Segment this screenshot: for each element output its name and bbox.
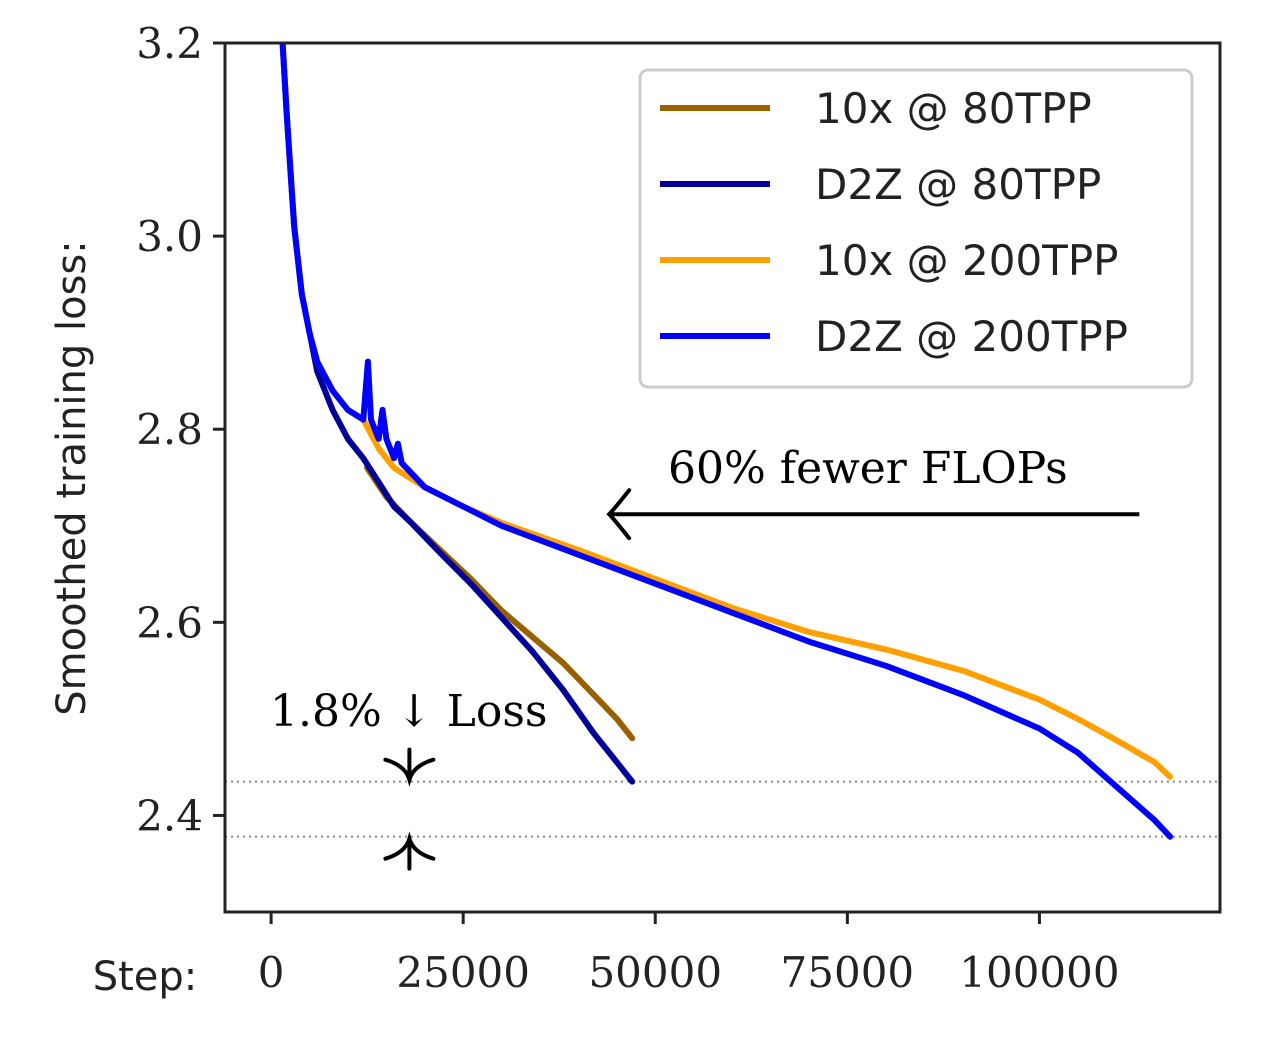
x-axis-label: Step: [93, 954, 198, 1000]
legend-label-3: 10x @ 200TPP [815, 236, 1118, 285]
flops-arrow-head [606, 488, 632, 541]
flops-annotation: 60% fewer FLOPs [606, 443, 1140, 541]
plot-frame [223, 41, 1222, 914]
reference-lines [225, 780, 1220, 838]
y-tick-label: 3.2 [136, 19, 203, 68]
x-tick-label: 50000 [588, 948, 722, 997]
x-tick-label: 75000 [781, 948, 915, 997]
legend-label-1: 10x @ 80TPP [815, 84, 1092, 133]
y-axis-label: Smoothed training loss: [49, 240, 95, 715]
y-axis-ticks: 2.4 2.6 2.8 3.0 3.2 [136, 19, 225, 840]
y-tick-label: 2.8 [136, 405, 203, 454]
series-lines [279, 43, 1174, 840]
series-line-2 [279, 43, 636, 785]
series-line-4 [279, 43, 1174, 840]
y-tick-label: 3.0 [136, 212, 203, 261]
y-tick-label: 2.6 [136, 598, 203, 647]
y-tick-label: 2.4 [136, 791, 203, 840]
x-tick-label: 0 [258, 948, 285, 997]
legend-label-2: D2Z @ 80TPP [815, 160, 1101, 209]
loss-annotation: 1.8% ↓ Loss [270, 686, 548, 871]
x-tick-label: 25000 [396, 948, 530, 997]
loss-arrow-bottom [383, 831, 436, 871]
legend: 10x @ 80TPP D2Z @ 80TPP 10x @ 200TPP D2Z @ … [638, 68, 1194, 389]
x-axis-ticks: 0 25000 50000 75000 100000 [258, 912, 1120, 997]
x-tick-label: 100000 [959, 948, 1119, 997]
flops-annotation-text: 60% fewer FLOPs [668, 443, 1068, 494]
legend-frame [638, 68, 1194, 389]
loss-arrow-top [383, 747, 436, 787]
loss-annotation-text: 1.8% ↓ Loss [270, 686, 548, 737]
legend-label-4: D2Z @ 200TPP [815, 312, 1128, 361]
